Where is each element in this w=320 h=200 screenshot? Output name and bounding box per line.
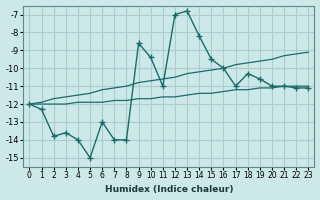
X-axis label: Humidex (Indice chaleur): Humidex (Indice chaleur) [105,185,233,194]
